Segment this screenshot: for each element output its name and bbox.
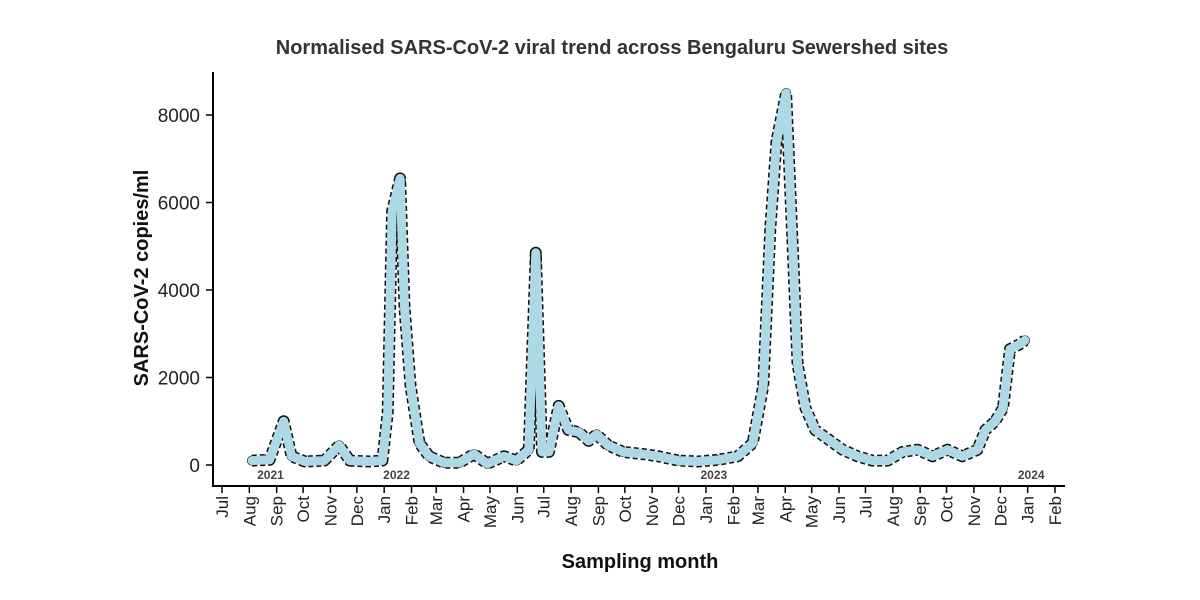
x-tick-label: Sep <box>911 496 930 526</box>
x-tick-label: Aug <box>562 496 581 526</box>
y-axis-label: SARS-CoV-2 copies/ml <box>131 170 153 387</box>
x-tick-label: May <box>803 496 822 529</box>
year-label: 2023 <box>701 468 728 482</box>
y-tick-label: 2000 <box>158 369 200 390</box>
x-tick-label: Sep <box>589 496 608 526</box>
x-tick-label: Dec <box>670 496 689 527</box>
x-tick-label: Jul <box>535 496 554 518</box>
x-tick-label: Oct <box>294 496 313 523</box>
x-tick-label: Apr <box>455 496 474 523</box>
x-tick-label: Oct <box>616 496 635 523</box>
x-tick-label: Mar <box>749 496 768 526</box>
y-tick-label: 6000 <box>158 194 200 215</box>
series-outline <box>251 87 1029 470</box>
x-tick-label: Mar <box>427 496 446 526</box>
x-tick-label: Aug <box>240 496 259 526</box>
x-tick-label: Sep <box>268 496 287 526</box>
year-label: 2022 <box>383 468 410 482</box>
x-tick-label: Jun <box>508 496 527 523</box>
x-tick-label: May <box>481 496 500 529</box>
x-tick-label: Feb <box>403 496 422 525</box>
x-tick-label: Jan <box>375 496 394 523</box>
x-tick-label: Jan <box>697 496 716 523</box>
x-tick-label: Feb <box>724 496 743 525</box>
x-tick-label: Nov <box>965 496 984 527</box>
x-tick-label: Nov <box>321 496 340 527</box>
x-tick-label: Apr <box>776 496 795 523</box>
y-tick-label: 0 <box>189 456 200 477</box>
year-label: 2021 <box>257 468 284 482</box>
x-tick-label: Oct <box>938 496 957 523</box>
x-tick-label: Aug <box>884 496 903 526</box>
x-tick-label: Dec <box>348 496 367 527</box>
x-tick-label: Nov <box>643 496 662 527</box>
x-tick-label: Jan <box>1019 496 1038 523</box>
x-tick-label: Feb <box>1046 496 1065 525</box>
x-axis-label: Sampling month <box>562 551 719 573</box>
x-tick-label: Jul <box>856 496 875 518</box>
year-label: 2024 <box>1018 468 1045 482</box>
y-tick-label: 8000 <box>158 106 200 127</box>
series-line <box>247 88 1030 469</box>
x-tick-label: Jul <box>213 496 232 518</box>
x-tick-label: Jun <box>830 496 849 523</box>
x-tick-label: Dec <box>991 496 1010 527</box>
y-tick-label: 4000 <box>158 281 200 302</box>
chart-title: Normalised SARS-CoV-2 viral trend across… <box>276 37 948 59</box>
